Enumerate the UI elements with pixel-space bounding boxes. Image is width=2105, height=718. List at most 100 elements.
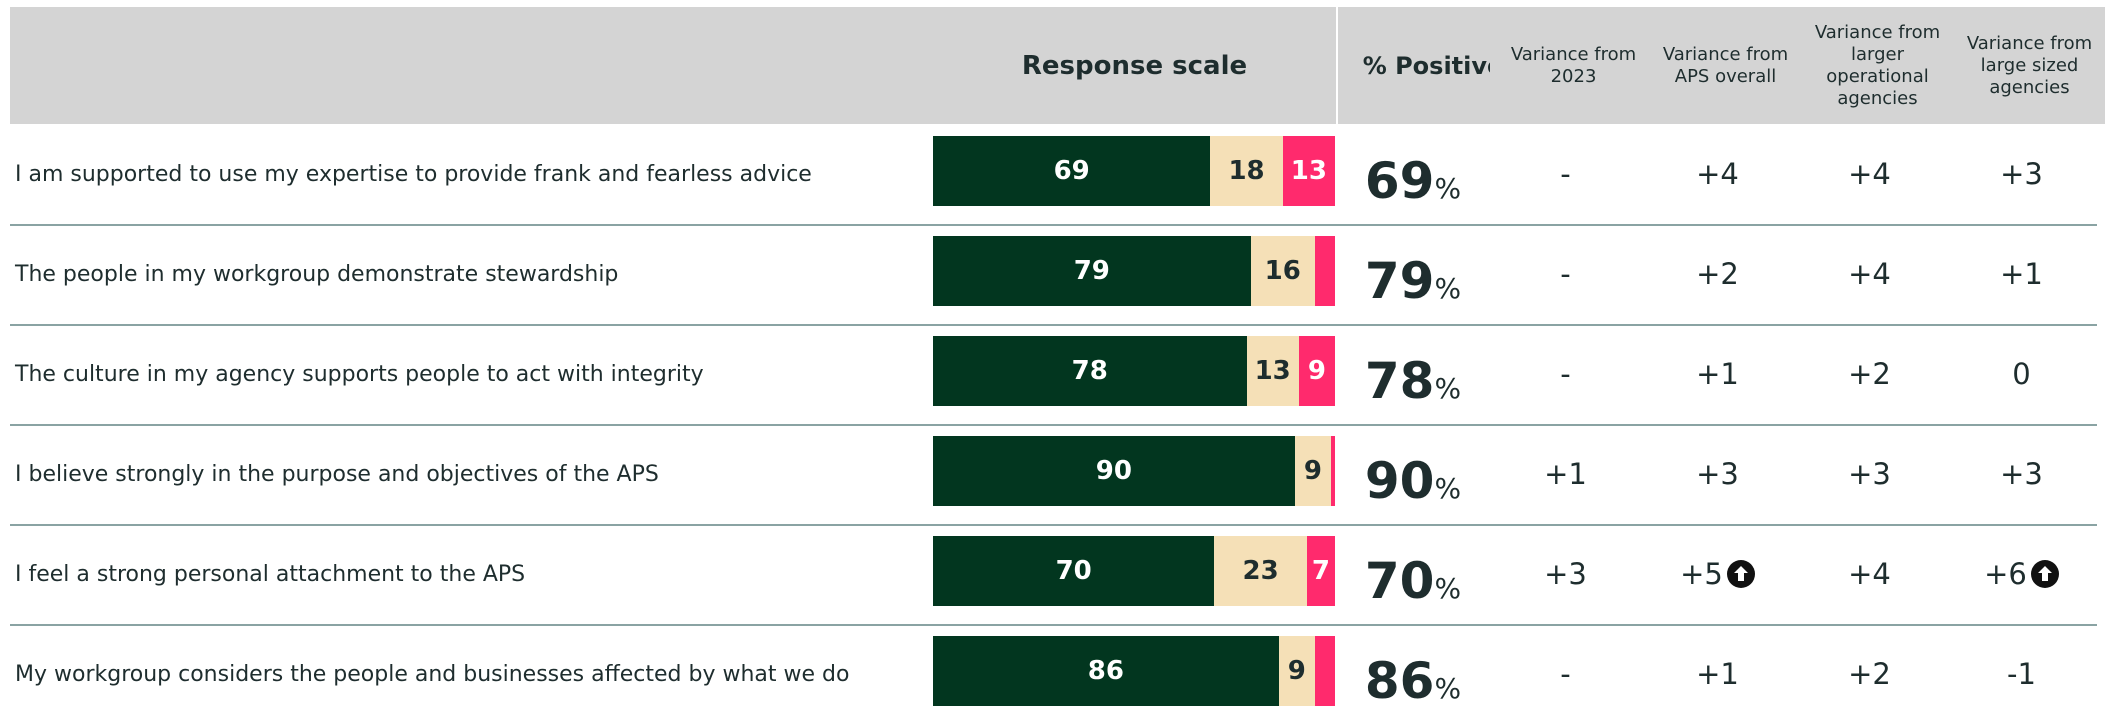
variance-value: +1 — [2000, 257, 2043, 291]
row-label: The culture in my agency supports people… — [15, 361, 704, 387]
variance-cell: +4 — [1794, 524, 1945, 624]
row-separator — [10, 624, 2097, 626]
negative-segment: 7 — [1306, 536, 1335, 606]
up-arrow-icon — [1726, 560, 1755, 588]
percent-unit: % — [1434, 672, 1462, 705]
percent-unit: % — [1434, 172, 1462, 205]
percent-unit: % — [1434, 372, 1462, 405]
percent-positive: 86% — [1338, 624, 1488, 718]
variance-header: Variance from 2023 — [1490, 7, 1657, 124]
percent-value: 70 — [1364, 552, 1435, 610]
percent-value: 86 — [1364, 652, 1435, 710]
positive-segment: 69 — [933, 136, 1211, 206]
variance-value: +2 — [1848, 657, 1891, 691]
row-separator — [10, 424, 2097, 426]
variance-value: +3 — [1848, 457, 1891, 491]
arrow-svg — [2030, 560, 2059, 588]
neutral-segment: 18 — [1210, 136, 1283, 206]
variance-value: - — [1560, 257, 1571, 291]
percent-value: 90 — [1364, 452, 1435, 510]
percent-positive: 69% — [1338, 124, 1488, 224]
variance-value: - — [1560, 357, 1571, 391]
variance-cell: +4 — [1642, 124, 1793, 224]
percent-value: 79 — [1364, 252, 1435, 310]
variance-header: Variance from large sized agencies — [1946, 7, 2105, 124]
negative-segment — [1330, 436, 1335, 506]
variance-cell: +6 — [1946, 524, 2097, 624]
variance-cell: +3 — [1946, 124, 2097, 224]
neutral-segment: 23 — [1214, 536, 1307, 606]
variance-value: +3 — [2000, 457, 2043, 491]
variance-value: - — [1560, 657, 1571, 691]
variance-cell: -1 — [1946, 624, 2097, 718]
variance-cell: +1 — [1642, 324, 1793, 424]
positive-segment: 86 — [933, 636, 1279, 706]
variance-cell: +3 — [1794, 424, 1945, 524]
arrow-svg — [1726, 560, 1755, 588]
neutral-segment: 16 — [1250, 236, 1315, 306]
up-arrow-icon — [2030, 560, 2059, 588]
variance-cell: +4 — [1794, 224, 1945, 324]
variance-header: Variance from APS overall — [1642, 7, 1809, 124]
variance-cell: +2 — [1642, 224, 1793, 324]
row-separator — [10, 524, 2097, 526]
icon-arrow — [1733, 566, 1748, 581]
variance-value: +5 — [1680, 557, 1723, 591]
row-label: I am supported to use my expertise to pr… — [15, 161, 812, 187]
variance-cell: +3 — [1490, 524, 1641, 624]
positive-segment: 90 — [933, 436, 1295, 506]
variance-value: +3 — [2000, 157, 2043, 191]
positive-segment: 79 — [933, 236, 1251, 306]
variance-value: +1 — [1544, 457, 1587, 491]
percent-unit: % — [1434, 472, 1462, 505]
row-label: I believe strongly in the purpose and ob… — [15, 461, 659, 487]
variance-value: +2 — [1848, 357, 1891, 391]
variance-value: +3 — [1544, 557, 1587, 591]
percent-positive: 78% — [1338, 324, 1488, 424]
variance-cell: - — [1490, 324, 1641, 424]
negative-segment: 13 — [1282, 136, 1335, 206]
variance-cell: +3 — [1642, 424, 1793, 524]
variance-cell: - — [1490, 124, 1641, 224]
variance-cell: +5 — [1642, 524, 1793, 624]
variance-value: +6 — [1984, 557, 2027, 591]
row-label: I feel a strong personal attachment to t… — [15, 561, 526, 587]
row-separator — [10, 324, 2097, 326]
percent-value: 78 — [1364, 352, 1435, 410]
row-separator — [10, 224, 2097, 226]
variance-value: -1 — [2007, 657, 2036, 691]
icon-arrow — [2037, 566, 2052, 581]
row-label: My workgroup considers the people and bu… — [15, 661, 850, 687]
variance-value: +4 — [1696, 157, 1739, 191]
positive-segment: 78 — [933, 336, 1247, 406]
response-scale-header: Response scale — [1021, 50, 1248, 81]
variance-cell: +3 — [1946, 424, 2097, 524]
percent-positive: 90% — [1338, 424, 1488, 524]
variance-cell: - — [1490, 624, 1641, 718]
variance-value: +3 — [1696, 457, 1739, 491]
variance-value: 0 — [2012, 357, 2031, 391]
variance-cell: +1 — [1490, 424, 1641, 524]
variance-value: +2 — [1696, 257, 1739, 291]
variance-cell: 0 — [1946, 324, 2097, 424]
variance-value: +1 — [1696, 657, 1739, 691]
variance-value: - — [1560, 157, 1571, 191]
negative-segment — [1314, 236, 1335, 306]
row-label: The people in my workgroup demonstrate s… — [15, 261, 619, 287]
neutral-segment: 13 — [1246, 336, 1299, 406]
variance-value: +4 — [1848, 557, 1891, 591]
percent-unit: % — [1434, 572, 1462, 605]
variance-cell: +2 — [1794, 624, 1945, 718]
variance-cell: +2 — [1794, 324, 1945, 424]
percent-value: 69 — [1364, 152, 1435, 210]
variance-cell: +1 — [1642, 624, 1793, 718]
variance-cell: +1 — [1946, 224, 2097, 324]
variance-value: +4 — [1848, 257, 1891, 291]
percent-unit: % — [1434, 272, 1462, 305]
variance-value: +1 — [1696, 357, 1739, 391]
variance-header: Variance from larger operational agencie… — [1794, 7, 1961, 124]
variance-value: +4 — [1848, 157, 1891, 191]
neutral-segment: 9 — [1294, 436, 1331, 506]
negative-segment — [1314, 636, 1335, 706]
